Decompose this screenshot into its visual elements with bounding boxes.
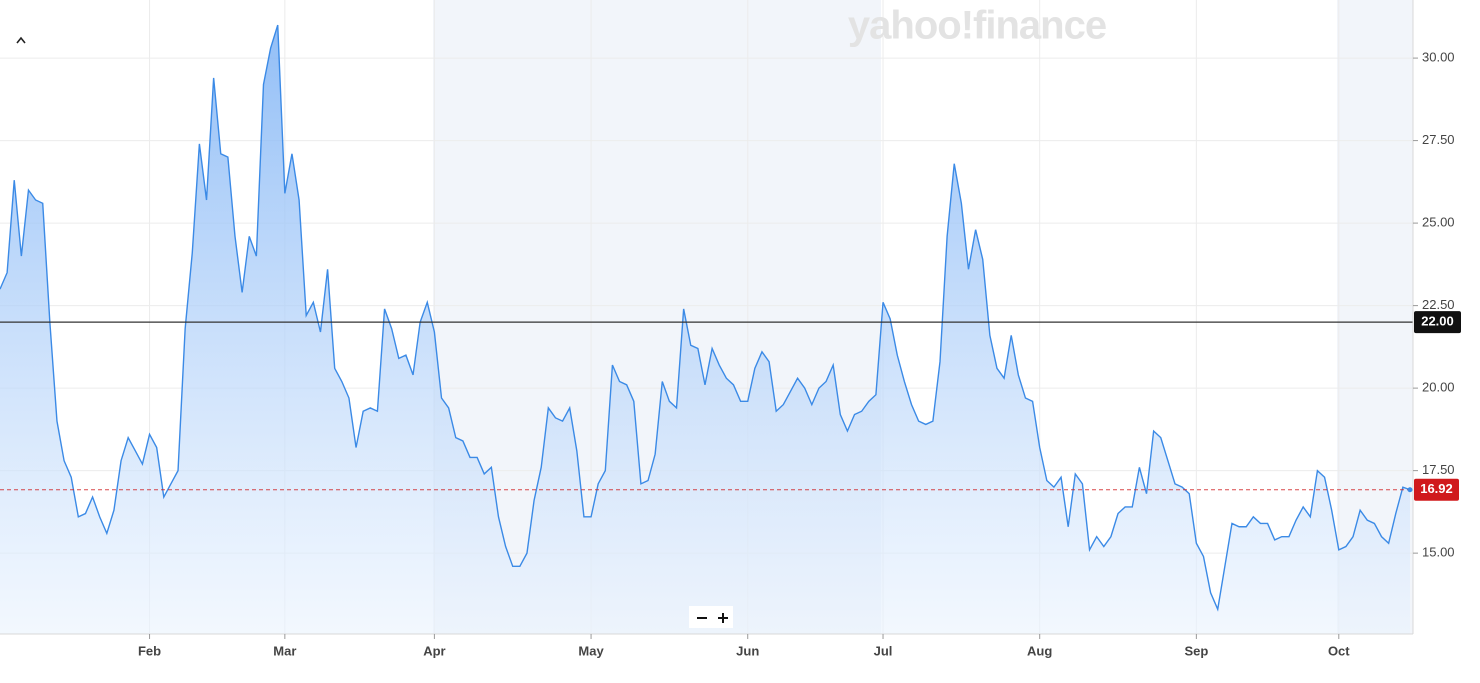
y-tick-label: 27.50 (1422, 132, 1455, 147)
x-tick-label: Sep (1184, 643, 1208, 658)
x-tick-label: Feb (138, 643, 161, 658)
x-tick-label: May (578, 643, 604, 658)
y-tick-label: 17.50 (1422, 462, 1455, 477)
y-tick-label: 22.50 (1422, 297, 1455, 312)
zoom-controls (689, 606, 733, 628)
current-price-label: 16.92 (1420, 481, 1453, 496)
x-tick-label: Apr (423, 643, 445, 658)
reference-label: 22.00 (1421, 314, 1454, 329)
reference-label-box (1414, 311, 1461, 334)
x-tick-label: Jun (736, 643, 759, 658)
y-tick-label: 20.00 (1422, 380, 1455, 395)
area (0, 25, 1410, 634)
y-tick-label: 15.00 (1422, 545, 1455, 560)
x-tick-label: Mar (273, 643, 296, 658)
watermark: yahoo!finance (848, 4, 1106, 48)
line (0, 24, 1411, 612)
current-price-box (1414, 478, 1459, 501)
y-tick-label: 30.00 (1422, 50, 1455, 65)
collapse-button[interactable] (16, 36, 26, 44)
y-tick-label: 25.00 (1422, 215, 1455, 230)
x-tick-label: Oct (1328, 643, 1350, 658)
x-tick-label: Jul (874, 643, 893, 658)
last-point (1407, 487, 1413, 493)
labels: 15.00 17.50 20.00 22.50 25.00 27.50 30.00 Feb Ma… (138, 50, 1461, 658)
plot (0, 24, 1413, 634)
x-tick-label: Aug (1027, 643, 1052, 658)
